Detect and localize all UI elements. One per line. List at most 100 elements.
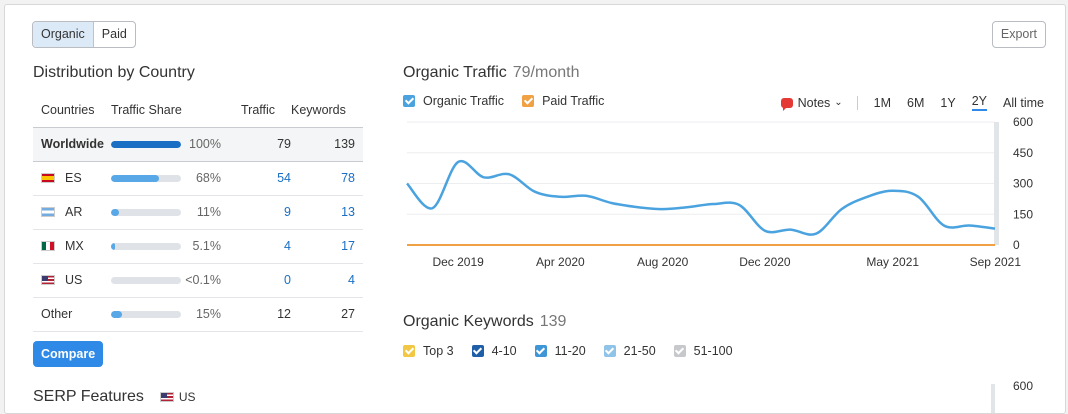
chart-edge-band [994, 122, 999, 245]
col-keywords[interactable]: Keywords [291, 93, 363, 128]
legend-label: 51-100 [693, 344, 733, 358]
argentina-flag-icon [41, 207, 55, 217]
x-tick-label: Sep 2021 [970, 255, 1022, 269]
y-tick-label: 150 [1013, 207, 1033, 221]
legend-organic-traffic-label: Organic Traffic [423, 94, 505, 108]
checkbox-icon [534, 345, 547, 357]
traffic-share-percent: 5.1% [192, 239, 222, 253]
x-tick-label: May 2021 [866, 255, 919, 269]
table-row[interactable]: AR 11% 9 13 [33, 195, 363, 230]
x-tick-label: Apr 2020 [536, 255, 585, 269]
legend-label: 4-10 [491, 344, 517, 358]
notes-label: Notes [797, 95, 831, 110]
legend-label: Top 3 [423, 344, 454, 358]
checkbox-icon [471, 345, 484, 357]
range-all-time[interactable]: All time [1003, 95, 1044, 110]
serp-features-header: SERP Features US [33, 388, 196, 406]
checkbox-icon [673, 345, 686, 357]
distribution-table: Countries Traffic Share Traffic Keywords… [33, 93, 363, 332]
table-row[interactable]: ES 68% 54 78 [33, 161, 363, 196]
table-row[interactable]: US <0.1% 0 4 [33, 263, 363, 298]
range-6m[interactable]: 6M [907, 95, 925, 110]
organic-traffic-title: Organic Traffic [403, 64, 507, 81]
legend-organic-traffic[interactable]: Organic Traffic [403, 94, 504, 108]
country-name: ES [65, 171, 82, 185]
domain-overview-panel: Organic Paid Export Distribution by Coun… [4, 4, 1066, 414]
organic-traffic-subtitle: 79/month [512, 64, 580, 81]
country-name: MX [65, 239, 84, 253]
traffic-value: 12 [241, 297, 291, 332]
traffic-share-percent: 100% [189, 137, 221, 151]
country-name: Worldwide [41, 137, 104, 151]
col-countries[interactable]: Countries [33, 93, 111, 128]
traffic-share-bar [111, 310, 181, 318]
keywords-chart-edge [991, 384, 995, 413]
traffic-share-percent: 15% [195, 307, 221, 321]
traffic-share-percent: 11% [196, 205, 221, 219]
keywords-y-tick: 600 [1013, 379, 1034, 393]
checkbox-icon [403, 345, 415, 357]
table-row[interactable]: MX 5.1% 4 17 [33, 229, 363, 264]
serp-features-title: SERP Features [33, 388, 144, 405]
country-name: Other [41, 307, 73, 321]
traffic-share-bar [111, 208, 181, 216]
organic-traffic-chart: 600 450 300 150 0 Dec 2019 Apr 2020 Aug 2020 Dec… [406, 117, 1033, 269]
serp-country[interactable]: US [178, 390, 196, 404]
traffic-share-percent: <0.1% [185, 273, 221, 287]
traffic-share-bar [111, 140, 181, 148]
x-tick-label: Dec 2020 [739, 255, 791, 269]
range-1y[interactable]: 1Y [940, 95, 956, 110]
tab-organic[interactable]: Organic [33, 22, 94, 47]
y-tick-label: 600 [1013, 117, 1033, 129]
tab-paid[interactable]: Paid [101, 27, 127, 41]
keywords-value: 139 [291, 127, 363, 162]
checkbox-icon [603, 345, 616, 357]
organic-traffic-header: Organic Traffic 79/month [403, 64, 579, 82]
legend-keywords-21-50[interactable]: 21-50 [603, 344, 656, 358]
traffic-value[interactable]: 54 [241, 161, 291, 196]
traffic-value[interactable]: 0 [241, 263, 291, 298]
country-name: US [65, 273, 83, 287]
traffic-share-bar [111, 174, 181, 182]
traffic-value: 79 [241, 127, 291, 162]
country-name: AR [65, 205, 83, 219]
y-tick-label: 300 [1013, 177, 1033, 191]
notes-dropdown[interactable]: Notes ⌄ [780, 95, 843, 111]
range-1m[interactable]: 1M [873, 95, 892, 110]
organic-keywords-header: Organic Keywords 139 [403, 313, 566, 331]
distribution-title: Distribution by Country [33, 64, 195, 81]
keywords-legend: Top 3 4-10 11-20 21-50 51-100 [403, 344, 751, 358]
export-button[interactable]: Export [991, 21, 1046, 48]
legend-keywords-51-100[interactable]: 51-100 [673, 344, 733, 358]
organic-keywords-title: Organic Keywords [403, 313, 534, 330]
y-tick-label: 450 [1013, 146, 1033, 160]
traffic-value[interactable]: 4 [241, 229, 291, 264]
x-tick-label: Aug 2020 [637, 255, 689, 269]
keywords-value[interactable]: 17 [291, 229, 363, 264]
traffic-share-percent: 68% [195, 171, 221, 185]
table-row[interactable]: Other 15% 12 27 [33, 297, 363, 332]
keywords-value: 27 [291, 297, 363, 332]
keywords-value[interactable]: 78 [291, 161, 363, 196]
legend-keywords-top-3[interactable]: Top 3 [403, 344, 454, 358]
keywords-value[interactable]: 13 [291, 195, 363, 230]
compare-button[interactable]: Compare [33, 341, 104, 367]
us-flag-icon [41, 275, 55, 285]
table-row[interactable]: Worldwide 100% 79 139 [33, 127, 363, 162]
legend-keywords-4-10[interactable]: 4-10 [471, 344, 517, 358]
traffic-legend: Organic Traffic Paid Traffic [403, 94, 622, 108]
legend-label: 21-50 [623, 344, 656, 358]
range-2y[interactable]: 2Y [971, 94, 988, 111]
chevron-down-icon: ⌄ [834, 97, 843, 108]
legend-keywords-11-20[interactable]: 11-20 [534, 344, 586, 358]
keywords-value[interactable]: 4 [291, 263, 363, 298]
y-tick-label: 0 [1013, 238, 1020, 252]
legend-paid-traffic[interactable]: Paid Traffic [522, 94, 604, 108]
date-range-selector: Notes ⌄ 1M 6M 1Y 2Y All time [780, 94, 1044, 111]
col-traffic[interactable]: Traffic [241, 93, 291, 128]
traffic-value[interactable]: 9 [241, 195, 291, 230]
organic-keywords-subtitle: 139 [539, 313, 567, 330]
col-traffic-share[interactable]: Traffic Share [111, 93, 241, 128]
traffic-share-bar [111, 242, 181, 250]
notes-icon [780, 97, 793, 111]
